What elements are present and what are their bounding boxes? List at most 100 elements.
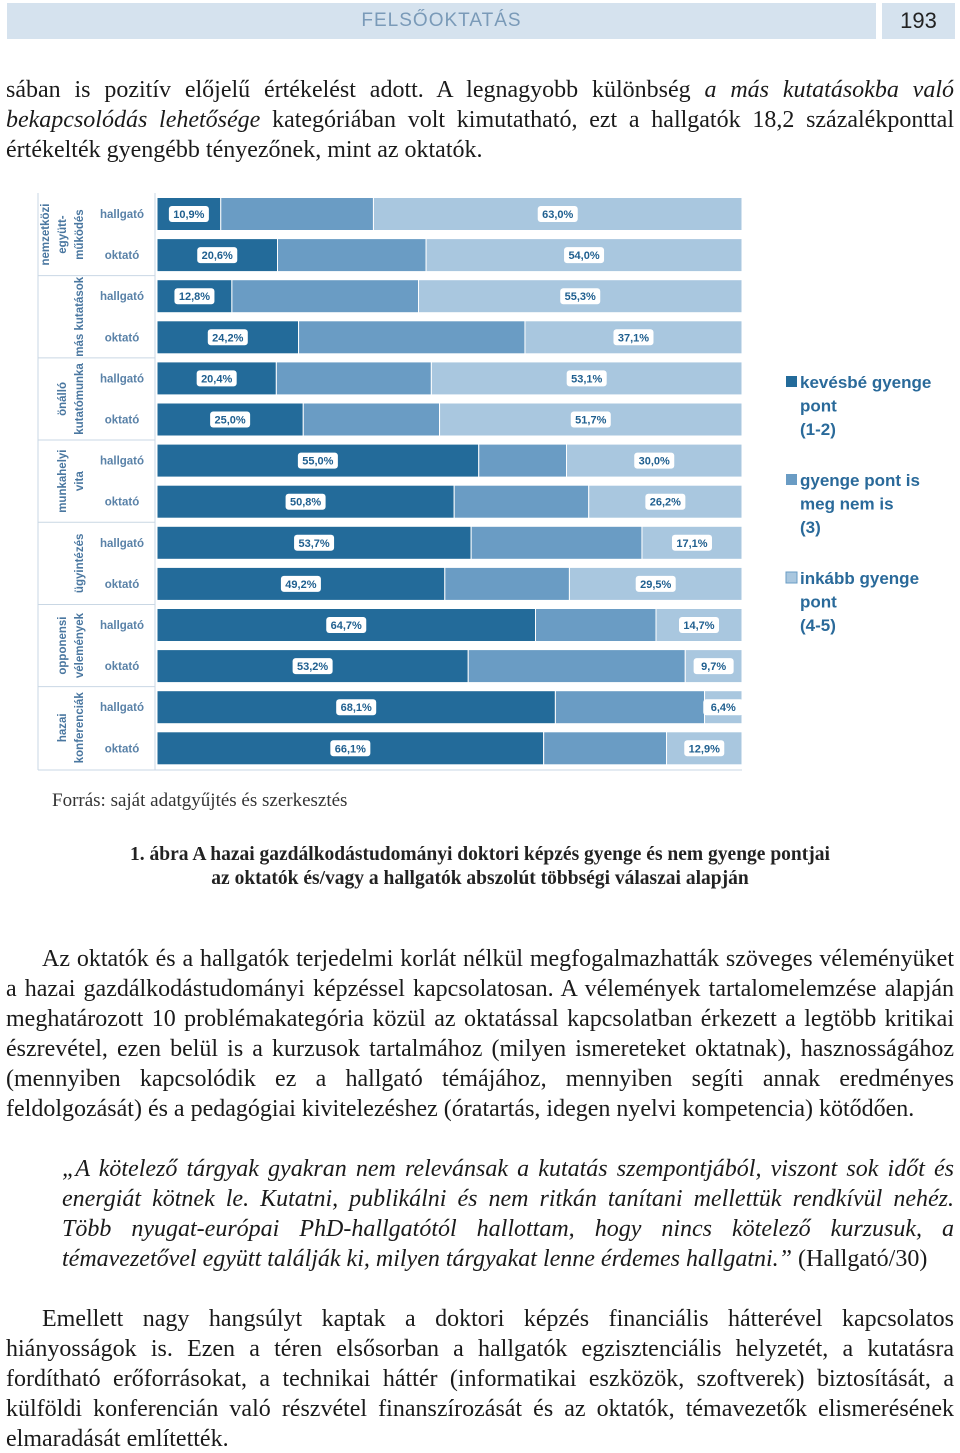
paragraph: sában is pozitív előjelű értékelést adot… [6, 75, 954, 165]
data-label: 26,2% [650, 497, 681, 509]
group-label: hazai [57, 713, 69, 742]
row-label: hallgató [100, 620, 144, 632]
row-label: oktató [105, 743, 140, 755]
row-label: hallgató [100, 538, 144, 550]
label-box [285, 493, 326, 510]
label-box [210, 411, 251, 428]
label-box [196, 370, 237, 387]
label-box [280, 575, 321, 592]
bar-segment [470, 525, 643, 560]
label-box [326, 617, 367, 633]
label-box [684, 740, 725, 757]
label-box [570, 411, 611, 428]
row-label: oktató [105, 579, 140, 591]
label-box [634, 452, 675, 469]
bar-segment [277, 238, 427, 273]
group-label: önálló [57, 382, 69, 416]
label-box [635, 575, 676, 592]
bar-segment [275, 361, 432, 396]
data-label: 14,7% [683, 620, 714, 632]
data-label: 55,0% [302, 456, 333, 468]
data-label: 29,5% [640, 579, 671, 591]
label-box [703, 699, 744, 716]
text: a más kutatásokba való bekapcsolódás leh… [6, 77, 954, 133]
row-label: oktató [105, 661, 140, 673]
bar-segment [453, 484, 590, 519]
label-box [693, 658, 734, 675]
bar-segment [298, 320, 526, 355]
text: kategóriában volt kimutatható, ezt a hal… [6, 107, 954, 163]
data-label: 66,1% [335, 743, 366, 755]
label-box [336, 699, 377, 716]
label-box [613, 329, 654, 346]
text: Az oktatók és a hallgatók terjedelmi kor… [6, 946, 954, 1122]
data-label: 10,9% [173, 209, 204, 221]
group-label: nemzetközi [40, 204, 52, 266]
bar-segment [534, 608, 657, 642]
row-label: oktató [105, 415, 140, 427]
text: „A kötelező tárgyak gyakran nem releváns… [62, 1156, 954, 1272]
group-label: vita [74, 471, 86, 491]
row-label: oktató [105, 497, 140, 509]
data-label: 54,0% [568, 250, 599, 262]
bar-segment [478, 443, 567, 478]
data-label: 53,7% [298, 538, 329, 550]
group-label: konferenciák [74, 692, 86, 764]
group-label: kutatómunka [74, 363, 86, 435]
group-label: munkahelyi [57, 450, 69, 513]
bar-segment [220, 197, 374, 231]
row-label: hallgató [100, 209, 144, 221]
group-label: ügyintézés [74, 534, 86, 593]
row-label: hallgató [100, 702, 144, 714]
group-label: más kutatások [74, 276, 86, 357]
label-box [292, 658, 333, 675]
data-label: 20,6% [202, 250, 233, 262]
legend-swatch [786, 474, 797, 485]
label-box [168, 206, 209, 222]
text: (Hallgató/30) [792, 1246, 928, 1272]
label-box [207, 329, 248, 346]
data-label: 6,4% [711, 702, 736, 714]
label-box [645, 493, 686, 510]
group-label: működés [74, 209, 86, 259]
chart: hallgató 10,9% 63,0% oktató 20,6% 54,0% hallga… [37, 193, 931, 771]
data-label: 64,7% [331, 620, 362, 632]
label-box [294, 534, 335, 551]
row-label: hallgató [100, 291, 144, 303]
row-label: hallgató [100, 373, 144, 385]
bar-segment [231, 279, 419, 314]
label-box [537, 206, 578, 222]
paragraph: Emellett nagy hangsúlyt kaptak a doktori… [6, 1304, 954, 1453]
data-label: 63,0% [542, 209, 573, 221]
group-label: együtt- [57, 215, 69, 254]
data-label: 53,2% [297, 661, 328, 673]
data-label: 53,1% [571, 373, 602, 385]
bar-segment [467, 649, 686, 684]
label-box [174, 288, 215, 305]
data-label: 12,9% [689, 743, 720, 755]
data-label: 49,2% [285, 579, 316, 591]
data-label: 68,1% [341, 702, 372, 714]
legend-label: inkább gyenge pont (4-5) [800, 569, 919, 635]
bar-segment [444, 566, 570, 601]
data-label: 12,8% [179, 291, 210, 303]
legend-label: gyenge pont is meg nem is (3) [800, 471, 920, 537]
bar-segment [430, 361, 743, 396]
text: sában is pozitív előjelű értékelést adot… [6, 77, 705, 103]
data-label: 50,8% [290, 497, 321, 509]
label-box [330, 740, 371, 757]
data-label: 20,4% [201, 373, 232, 385]
data-label: 55,3% [565, 291, 596, 303]
running-head: FELSŐOKTATÁS [7, 3, 876, 39]
legend-label: kevésbé gyenge pont (1-2) [800, 373, 931, 439]
data-label: 24,2% [212, 332, 243, 344]
row-label: oktató [105, 250, 140, 262]
label-box [564, 247, 605, 264]
data-label: 17,1% [676, 538, 707, 550]
label-box [560, 288, 601, 305]
data-label: 9,7% [701, 661, 726, 673]
label-box [679, 617, 720, 633]
label-box [197, 247, 238, 264]
paragraph: Az oktatók és a hallgatók terjedelmi kor… [6, 944, 954, 1124]
